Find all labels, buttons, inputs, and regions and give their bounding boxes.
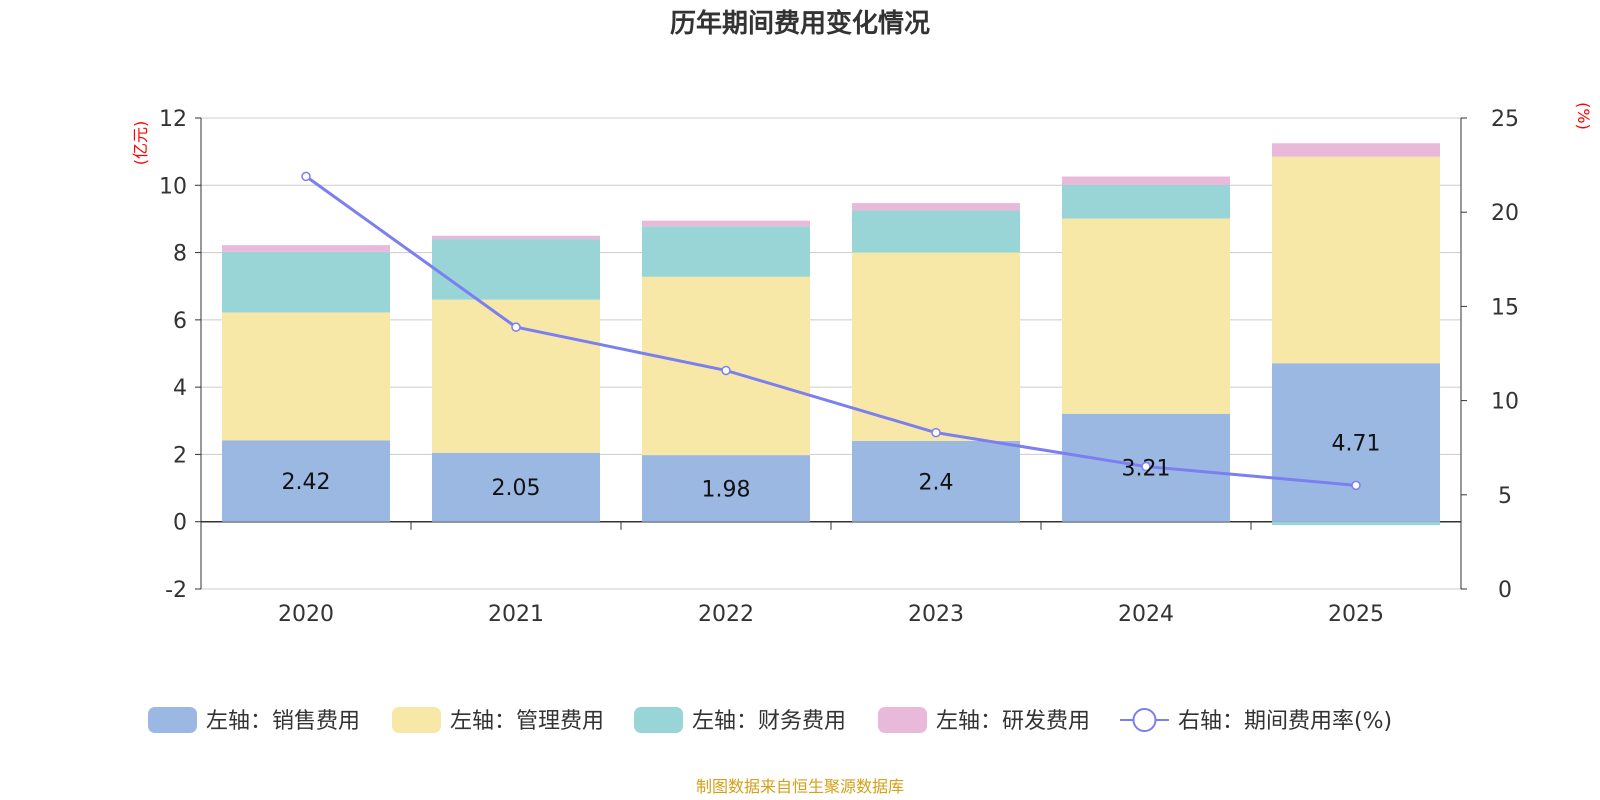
right-tick-label: 0 bbox=[1498, 578, 1512, 603]
expense-rate-point-2023 bbox=[931, 427, 941, 438]
legend-label: 左轴：管理费用 bbox=[450, 709, 604, 734]
data-label: 1.98 bbox=[702, 477, 751, 502]
right-tick-label: 5 bbox=[1498, 484, 1512, 509]
legend-label: 左轴：销售费用 bbox=[206, 709, 360, 734]
bar-3-2024 bbox=[1062, 184, 1230, 219]
bar-3-2020 bbox=[222, 251, 390, 313]
right-axis-unit: (%) bbox=[1574, 102, 1593, 130]
expense-rate-point-2024 bbox=[1141, 461, 1151, 472]
left-tick-label: 10 bbox=[159, 174, 187, 199]
data-label: 4.71 bbox=[1332, 431, 1381, 456]
right-tick-label: 15 bbox=[1491, 295, 1519, 320]
category-label: 2025 bbox=[1328, 602, 1384, 627]
bar-2-2020 bbox=[222, 312, 390, 441]
source-note: 制图数据来自恒生聚源数据库 bbox=[696, 777, 904, 796]
expense-rate-point-2021 bbox=[511, 322, 521, 332]
legend-line-marker bbox=[1132, 708, 1157, 732]
legend-swatch-4 bbox=[878, 707, 927, 733]
legend-swatch-1 bbox=[148, 707, 197, 733]
bar-1-2023 bbox=[852, 440, 1020, 522]
bar-3-2021 bbox=[432, 239, 600, 300]
bar-1-2021 bbox=[432, 452, 600, 522]
right-tick-label: 25 bbox=[1491, 107, 1519, 132]
legend-swatch-2 bbox=[392, 707, 441, 733]
bar-3-2023 bbox=[852, 210, 1020, 253]
legend-label: 左轴：研发费用 bbox=[936, 709, 1090, 734]
expense-rate-point-2020 bbox=[301, 171, 311, 182]
category-label: 2024 bbox=[1118, 602, 1174, 627]
data-label: 3.21 bbox=[1122, 457, 1171, 482]
expense-rate-line bbox=[305, 175, 1357, 487]
left-tick-label: 2 bbox=[173, 443, 187, 468]
bar-2-2023 bbox=[852, 252, 1020, 441]
bar-4-2021 bbox=[432, 235, 600, 240]
category-label: 2023 bbox=[908, 602, 964, 627]
right-tick-label: 20 bbox=[1491, 201, 1519, 226]
legend-swatch-3 bbox=[634, 707, 683, 733]
chart-title: 历年期间费用变化情况 bbox=[670, 8, 930, 39]
left-tick-label: 8 bbox=[173, 242, 187, 267]
left-tick-label: 4 bbox=[173, 376, 187, 401]
legend-label: 右轴：期间费用率(%) bbox=[1178, 709, 1392, 734]
bar-4-2025 bbox=[1272, 143, 1440, 157]
bar-1-2025 bbox=[1272, 363, 1440, 522]
expense-rate-point-2025 bbox=[1351, 480, 1361, 491]
category-label: 2021 bbox=[488, 602, 544, 627]
data-label: 2.05 bbox=[492, 476, 541, 501]
bar-4-2023 bbox=[852, 203, 1020, 211]
bar-3-2025 bbox=[1272, 521, 1440, 526]
category-label: 2022 bbox=[698, 602, 754, 627]
expense-rate-point-2022 bbox=[721, 365, 731, 376]
data-label: 2.4 bbox=[919, 470, 954, 495]
bar-4-2020 bbox=[222, 245, 390, 252]
bar-1-2020 bbox=[222, 440, 390, 522]
bar-2-2025 bbox=[1272, 156, 1440, 364]
bar-3-2022 bbox=[642, 226, 810, 277]
bar-4-2022 bbox=[642, 220, 810, 227]
data-label: 2.42 bbox=[282, 470, 331, 495]
left-axis-unit: (亿元) bbox=[131, 121, 150, 166]
bar-4-2024 bbox=[1062, 176, 1230, 185]
bar-1-2022 bbox=[642, 455, 810, 522]
bar-2-2024 bbox=[1062, 218, 1230, 414]
left-tick-label: 0 bbox=[173, 511, 187, 536]
legend-label: 左轴：财务费用 bbox=[692, 709, 846, 734]
left-tick-label: 6 bbox=[173, 309, 187, 334]
left-tick-label: -2 bbox=[165, 578, 187, 603]
category-label: 2020 bbox=[278, 602, 334, 627]
left-tick-label: 12 bbox=[159, 107, 187, 132]
right-tick-label: 10 bbox=[1491, 390, 1519, 415]
